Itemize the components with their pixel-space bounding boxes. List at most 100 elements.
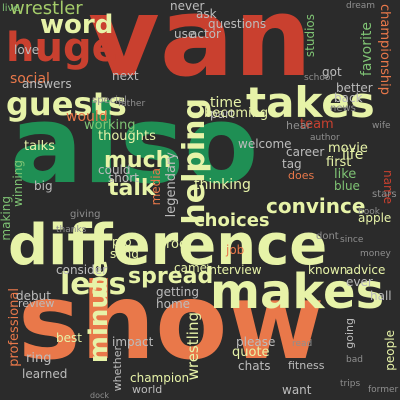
word-team: team (300, 117, 334, 132)
word-impact: impact (112, 335, 154, 349)
word-answers: answers (22, 77, 72, 91)
word-getting: getting (156, 285, 199, 299)
word-dream: dream (346, 1, 376, 11)
word-pro: pro (112, 235, 132, 249)
word-known: known (308, 263, 348, 277)
word-studios: studios (303, 14, 317, 58)
word-actor: actor (190, 27, 221, 41)
word-never: never (170, 0, 205, 13)
word-people: people (383, 330, 397, 371)
word-hall: hall (370, 289, 392, 303)
word-since: since (340, 235, 364, 245)
word-trips: trips (340, 379, 361, 389)
word-home: home (156, 297, 191, 311)
word-want: want (282, 383, 312, 397)
word-stars: stars (372, 189, 397, 200)
word-thanks: thanks (56, 225, 87, 235)
word-ask: ask (196, 7, 217, 21)
word-ring: ring (26, 351, 52, 366)
word-job: job (226, 243, 245, 257)
word-blue: blue (334, 179, 360, 193)
word-talks: talks (24, 139, 55, 154)
word-van: van (88, 0, 313, 101)
word-legendary: legendary (164, 152, 179, 218)
word-would: would (66, 109, 108, 125)
word-quote: quote (232, 345, 270, 360)
word-former: former (368, 385, 399, 395)
word-huge: huge (6, 25, 119, 71)
word-less: less (60, 267, 127, 302)
word-book: book (358, 207, 380, 217)
word-giving: giving (70, 209, 101, 220)
word-hear: hear (286, 119, 312, 132)
word-champion: champion (130, 371, 190, 385)
word-use: use (174, 27, 196, 41)
word-learned: learned (22, 367, 68, 381)
word-takes: takes (246, 78, 375, 127)
word-media: media (149, 168, 163, 206)
word-money: money (360, 249, 391, 259)
word-love: love (14, 43, 40, 57)
word-best: best (56, 331, 82, 345)
word-working: working (84, 118, 136, 133)
word-next: next (112, 69, 139, 83)
word-movie: movie (328, 141, 368, 156)
word-word: word (40, 10, 114, 40)
word-debut: debut (16, 289, 51, 303)
word-send: send (110, 247, 139, 261)
word-news: news (330, 103, 356, 114)
word-ever: ever (346, 275, 373, 289)
word-social: social (10, 71, 50, 87)
word-whether: whether (111, 346, 124, 392)
word-dock: dock (90, 391, 110, 400)
word-difference: difference (8, 213, 328, 278)
word-interview: interview (206, 263, 262, 277)
word-like: like (334, 167, 357, 182)
word-fitness: fitness (288, 359, 325, 372)
word-short: short (108, 171, 139, 185)
word-questions: questions (208, 17, 267, 31)
word-could: could (98, 163, 131, 177)
word-does: does (288, 169, 315, 182)
word-tag: tag (282, 157, 302, 171)
word-makes: makes (210, 264, 385, 320)
word-back: back (334, 91, 363, 105)
word-wrestler: wrestler (10, 0, 83, 19)
word-special: special (92, 95, 127, 106)
word-wife: wife (372, 121, 391, 131)
word-thoughts: thoughts (98, 129, 156, 144)
word-got: got (322, 65, 342, 79)
word-name: name (381, 170, 395, 205)
word-rock: rock (166, 237, 194, 252)
word-first: first (326, 155, 352, 170)
word-part: part (210, 107, 235, 121)
word-thinking: thinking (194, 177, 251, 193)
word-guests: guests (6, 85, 127, 123)
word-world: world (132, 383, 163, 396)
word-consider: consider (56, 263, 108, 277)
word-welcome: welcome (238, 137, 292, 151)
word-review: review (18, 297, 55, 310)
word-apple: apple (358, 211, 392, 225)
word-show: show (18, 261, 325, 383)
word-dont: dont (316, 231, 339, 242)
word-big: big (34, 179, 53, 193)
word-also: also (10, 83, 259, 208)
word-much: much (104, 148, 172, 173)
word-life: life (342, 147, 364, 163)
word-bad: bad (346, 355, 363, 365)
word-chats: chats (238, 359, 271, 373)
word-live: live (2, 3, 20, 14)
word-read: read (292, 339, 313, 349)
word-came: came (174, 261, 208, 275)
word-school: school (304, 73, 333, 83)
word-better: better (336, 81, 373, 95)
word-winning: winning (11, 160, 25, 207)
word-advice: advice (346, 263, 386, 277)
word-time: time (210, 95, 242, 111)
word-author: author (310, 133, 340, 143)
word-championship: championship (377, 4, 392, 95)
word-going: going (343, 318, 356, 349)
word-father: father (118, 99, 146, 109)
